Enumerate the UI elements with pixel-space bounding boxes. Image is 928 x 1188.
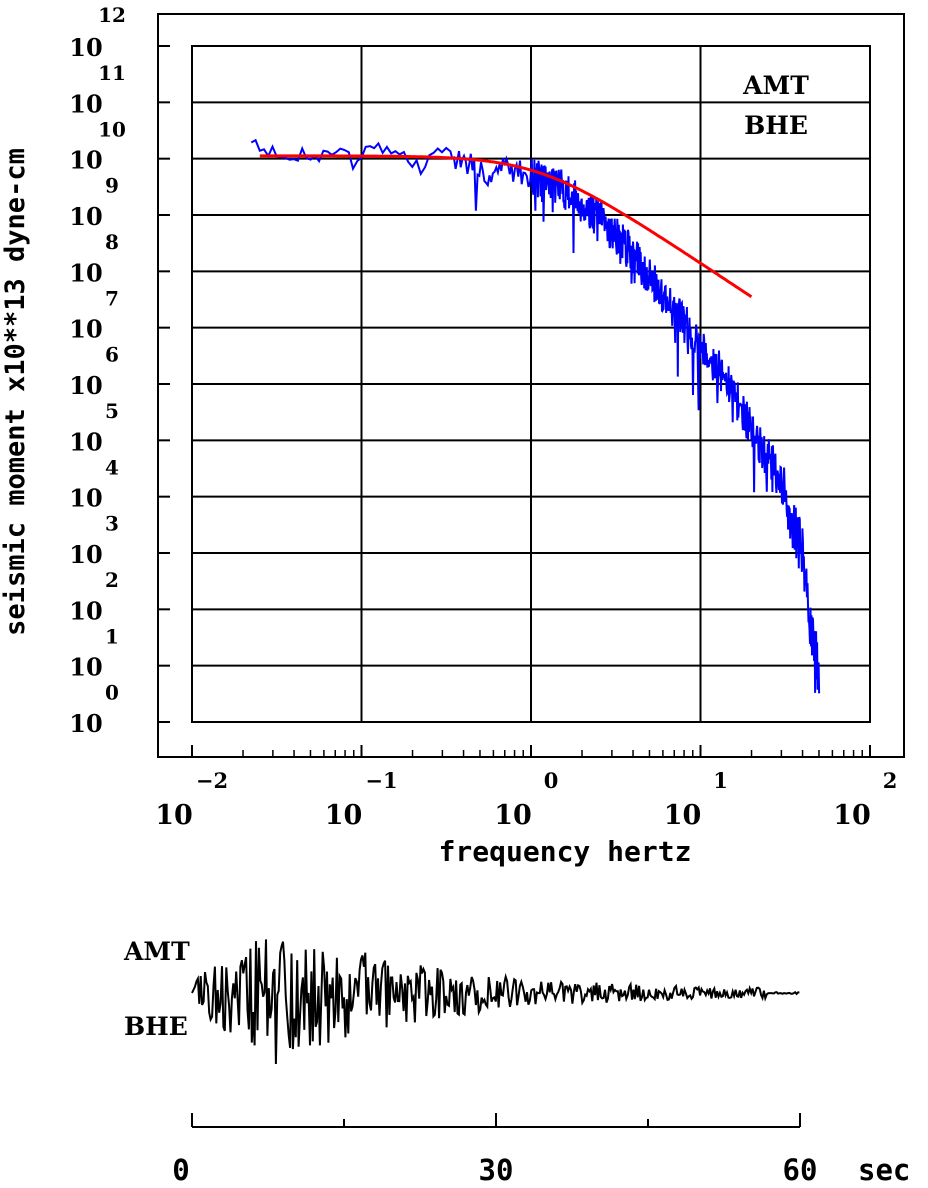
time-unit-label: sec	[858, 1153, 910, 1184]
y-tick-base: 10	[69, 540, 102, 569]
seismogram-station-label: AMT	[123, 937, 190, 966]
x-tick-base: 10	[494, 800, 532, 831]
y-tick-exponent: 11	[98, 61, 126, 85]
y-tick-exponent: 6	[105, 343, 119, 367]
grid-lines	[192, 46, 870, 722]
time-tick-label-60: 60	[783, 1153, 818, 1184]
y-tick-exponent: 0	[105, 681, 119, 705]
y-tick-exponent: 2	[105, 568, 119, 592]
x-ticks	[191, 745, 871, 757]
y-tick-base: 10	[69, 653, 102, 682]
time-tick-label-0: 0	[172, 1153, 189, 1184]
x-tick-base: 10	[325, 800, 363, 831]
y-tick-exponent: 1	[105, 624, 119, 648]
x-tick-base: 10	[664, 800, 702, 831]
y-tick-labels: 1210111010109108107106105104103102101100…	[69, 3, 126, 738]
seismogram-line	[191, 939, 800, 1065]
y-tick-exponent: 10	[98, 117, 126, 141]
y-ticks	[158, 45, 170, 723]
y-tick-base: 10	[69, 202, 102, 231]
y-tick-base: 10	[69, 371, 102, 400]
y-tick-base: 10	[69, 146, 102, 175]
y-tick-base: 10	[69, 596, 102, 625]
x-tick-exponent: −1	[365, 768, 397, 793]
y-tick-base: 10	[69, 258, 102, 287]
x-tick-base: 10	[833, 800, 871, 831]
y-tick-base: 10	[69, 709, 102, 738]
spectrum-line	[250, 138, 821, 694]
y-tick-exponent: 9	[105, 174, 119, 198]
spectrum-series	[250, 138, 821, 694]
x-tick-exponent: 1	[713, 768, 728, 793]
x-tick-exponent: 0	[544, 768, 559, 793]
seismogram-channel-label: BHE	[124, 1012, 188, 1041]
legend-station: AMT	[742, 71, 809, 100]
y-tick-base: 10	[69, 427, 102, 456]
spectrum-panel: 1210111010109108107106105104103102101100…	[0, 3, 905, 868]
y-tick-exponent: 4	[105, 455, 119, 479]
seismogram-trace	[191, 939, 800, 1065]
seismogram-panel: AMT BHE 0 30 60 sec	[123, 937, 910, 1187]
y-tick-exponent: 3	[105, 512, 119, 536]
x-tick-exponent: 2	[883, 768, 898, 793]
model-fit-line	[259, 154, 753, 299]
x-axis-label: frequency hertz	[439, 835, 692, 868]
x-tick-exponent: −2	[196, 768, 228, 793]
y-tick-exponent: 5	[105, 399, 119, 423]
model-fit-series	[259, 154, 753, 299]
time-axis	[191, 1113, 801, 1128]
y-tick-exponent: 12	[98, 3, 126, 27]
time-tick-label-30: 30	[479, 1153, 514, 1184]
y-tick-exponent: 8	[105, 230, 119, 254]
y-axis-label: seismic moment x10**13 dyne-cm	[0, 148, 31, 636]
y-tick-base: 10	[69, 315, 102, 344]
y-tick-base: 10	[69, 484, 102, 513]
y-tick-exponent: 7	[105, 286, 119, 310]
y-tick-base: 10	[69, 89, 102, 118]
y-tick-base: 10	[69, 33, 102, 62]
x-tick-base: 10	[155, 800, 193, 831]
legend-channel: BHE	[744, 111, 808, 140]
